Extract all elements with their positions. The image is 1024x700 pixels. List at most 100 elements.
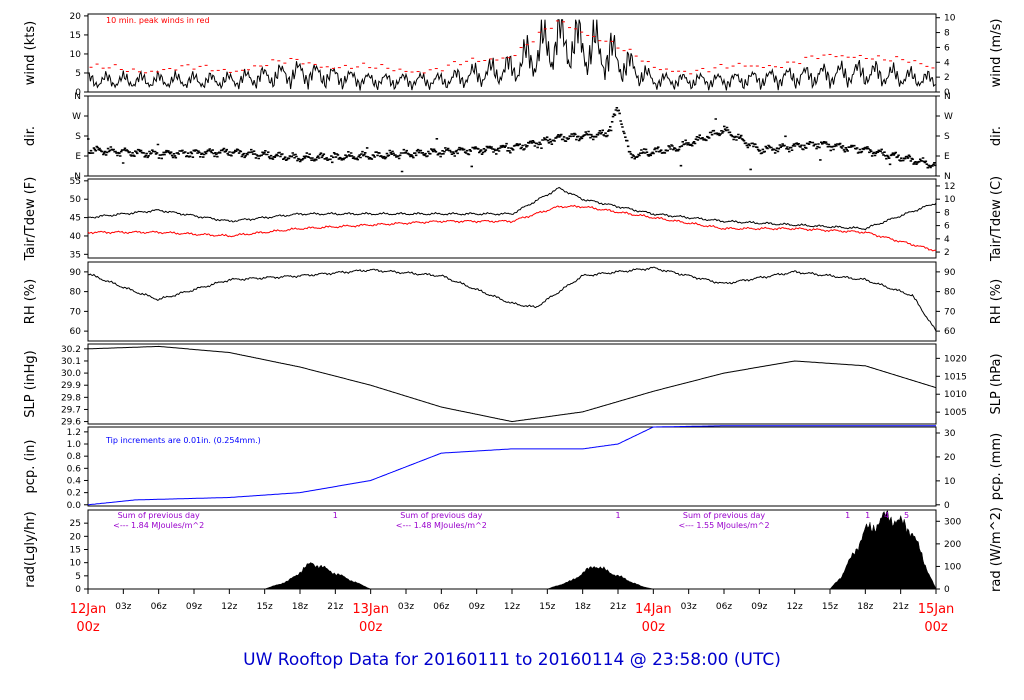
- rad-right-tick-label: 0: [944, 585, 950, 595]
- solar-radiation-area: [88, 510, 937, 590]
- pcp-left-tick-label: 0.4: [67, 476, 82, 486]
- wind-speed-line: [87, 19, 937, 91]
- temp-left-tick-label: 45: [70, 214, 81, 224]
- rad-marker: 1: [865, 511, 870, 520]
- dir-right-tick-label: N: [944, 92, 951, 102]
- rad-left-tick-label: 25: [70, 519, 81, 529]
- air-temperature-line: [88, 186, 937, 231]
- temp-left-tick-label: 50: [70, 195, 82, 205]
- temp-left-axis-label: Tair/Tdew (F): [23, 177, 38, 262]
- time-hour-label: 09z: [186, 602, 202, 612]
- time-hour-label: 15z: [539, 602, 555, 612]
- rh-left-tick-label: 60: [70, 327, 82, 337]
- pcp-right-tick-label: 0: [944, 501, 950, 511]
- time-hour-label: 12z: [787, 602, 803, 612]
- rad-marker: 1: [333, 511, 338, 520]
- wind-left-tick-label: 20: [70, 12, 82, 22]
- pcp-note: Tip increments are 0.01in. (0.254mm.): [105, 436, 261, 445]
- time-hour-label: 21z: [327, 602, 343, 612]
- time-hour-label: 09z: [751, 602, 767, 612]
- rad-sum-value: <--- 1.84 MJoules/m^2: [113, 521, 204, 530]
- slp-left-tick-label: 30.1: [61, 357, 81, 367]
- time-hour-label: 18z: [292, 602, 308, 612]
- pcp-left-tick-label: 0.0: [67, 501, 82, 511]
- dir-right-tick-label: W: [944, 112, 953, 122]
- time-day-label: 14Jan: [635, 602, 672, 617]
- slp-right-tick-label: 1005: [944, 408, 967, 418]
- dir-left-axis-label: dir.: [23, 126, 38, 146]
- wind-left-tick-label: 0: [75, 88, 81, 98]
- slp-left-axis-label: SLP (inHg): [23, 350, 38, 418]
- slp-left-tick-label: 30.2: [61, 345, 81, 355]
- time-day-label: 13Jan: [352, 602, 389, 617]
- pcp-left-axis-label: pcp. (in): [23, 440, 38, 494]
- time-hour-label: 18z: [857, 602, 873, 612]
- rh-right-tick-label: 80: [944, 288, 956, 298]
- time-day-sublabel: 00z: [359, 620, 383, 635]
- pcp-left-tick-label: 1.0: [67, 440, 82, 450]
- time-hour-label: 18z: [575, 602, 591, 612]
- time-hour-label: 12z: [504, 602, 520, 612]
- temp-right-tick-label: 4: [944, 235, 950, 245]
- dir-right-axis-label: dir.: [989, 126, 1004, 146]
- slp-left-tick-label: 29.7: [61, 405, 81, 415]
- rad-sum-value: <--- 1.55 MJoules/m^2: [678, 521, 769, 530]
- time-hour-label: 03z: [398, 602, 414, 612]
- pcp-right-tick-label: 10: [944, 477, 956, 487]
- rad-right-tick-label: 100: [944, 562, 961, 572]
- pcp-left-tick-label: 0.6: [67, 464, 82, 474]
- rh-right-axis-label: RH (%): [989, 279, 1004, 324]
- pcp-left-tick-label: 1.2: [67, 428, 81, 438]
- rh-left-tick-label: 80: [70, 288, 82, 298]
- rad-sum-label: Sum of previous day: [400, 511, 482, 520]
- rad-left-axis-label: rad(Lgly/hr): [23, 511, 38, 587]
- temp-left-tick-label: 40: [70, 232, 82, 242]
- temp-left-tick-label: 55: [70, 177, 81, 187]
- rad-marker: 1: [615, 511, 620, 520]
- time-hour-label: 15z: [822, 602, 838, 612]
- wind-frame: [87, 13, 937, 93]
- wind-right-tick-label: 8: [944, 29, 950, 39]
- rh-frame: [87, 261, 937, 342]
- dir-left-tick-label: W: [72, 112, 81, 122]
- pcp-left-tick-label: 0.2: [67, 489, 81, 499]
- rh-left-tick-label: 90: [70, 268, 82, 278]
- slp-left-tick-label: 29.8: [61, 393, 81, 403]
- pcp-right-tick-label: 30: [944, 429, 956, 439]
- wind-note: 10 min. peak winds in red: [106, 16, 210, 25]
- rad-marker: 4: [884, 511, 889, 520]
- rh-right-tick-label: 90: [944, 268, 956, 278]
- time-hour-label: 12z: [221, 602, 237, 612]
- wind-right-tick-label: 4: [944, 58, 950, 68]
- temp-right-tick-label: 12: [944, 182, 955, 192]
- rh-left-tick-label: 70: [70, 307, 82, 317]
- wind-right-tick-label: 0: [944, 88, 950, 98]
- rad-left-tick-label: 20: [70, 532, 82, 542]
- time-hour-label: 03z: [115, 602, 131, 612]
- slp-frame: [87, 343, 937, 425]
- slp-right-tick-label: 1020: [944, 354, 967, 364]
- rad-sum-label: Sum of previous day: [683, 511, 765, 520]
- rh-right-tick-label: 60: [944, 327, 956, 337]
- rad-marker: 1: [845, 511, 850, 520]
- rad-left-tick-label: 10: [70, 559, 82, 569]
- pcp-frame: [87, 426, 937, 507]
- rad-left-tick-label: 15: [70, 546, 81, 556]
- time-hour-label: 06z: [716, 602, 732, 612]
- rh-left-axis-label: RH (%): [23, 279, 38, 324]
- wind-direction-points: [87, 107, 937, 173]
- slp-right-axis-label: SLP (hPa): [989, 353, 1004, 414]
- time-day-sublabel: 00z: [76, 620, 100, 635]
- pcp-right-tick-label: 20: [944, 453, 956, 463]
- precipitation-line: [87, 425, 936, 506]
- temp-right-tick-label: 2: [944, 248, 950, 258]
- slp-right-tick-label: 1015: [944, 372, 967, 382]
- dewpoint-line: [87, 204, 937, 252]
- time-hour-label: 09z: [469, 602, 485, 612]
- temp-frame: [87, 178, 937, 259]
- slp-right-tick-label: 1010: [944, 390, 967, 400]
- slp-left-tick-label: 29.6: [61, 418, 81, 428]
- dir-left-tick-label: E: [75, 152, 81, 162]
- sea-level-pressure-line: [88, 345, 937, 423]
